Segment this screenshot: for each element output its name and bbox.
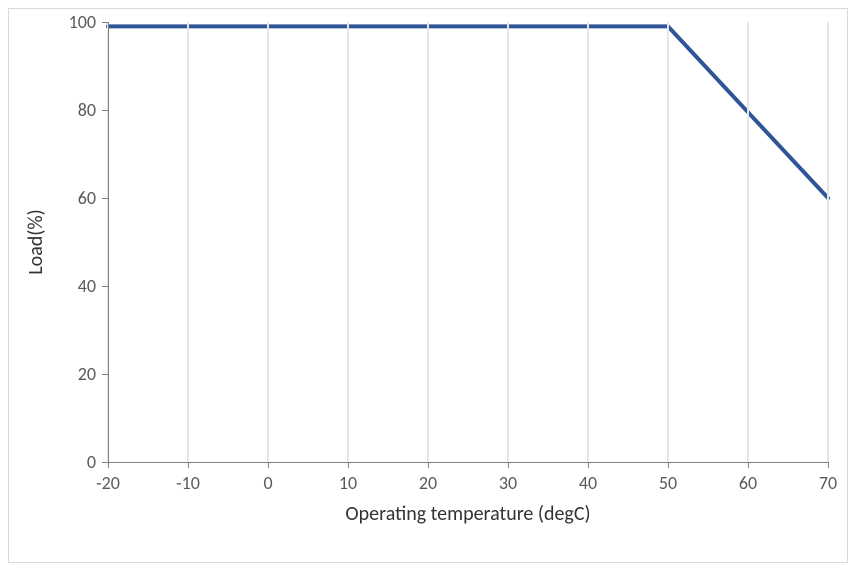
x-tick-label: 60: [739, 472, 757, 494]
gridline-vertical: [507, 22, 509, 462]
x-tick-label: 40: [579, 472, 597, 494]
y-tick-label: 20: [78, 363, 96, 385]
gridline-vertical: [347, 22, 349, 462]
gridline-vertical: [747, 22, 749, 462]
y-axis-title: Load(%): [24, 209, 48, 274]
gridline-vertical: [187, 22, 189, 462]
y-tick-label: 40: [78, 275, 96, 297]
x-axis-title: Operating temperature (degC): [345, 502, 590, 526]
line-series: [108, 22, 828, 462]
x-tick-label: 30: [499, 472, 517, 494]
x-tick-label: -20: [96, 472, 120, 494]
gridline-vertical: [587, 22, 589, 462]
x-tick-label: 10: [339, 472, 357, 494]
plot-area: [108, 22, 828, 462]
x-tick-label: 0: [263, 472, 272, 494]
chart-container: Load(%) Operating temperature (degC) -20…: [0, 0, 856, 571]
y-tick-label: 60: [78, 187, 96, 209]
x-tick-label: 50: [659, 472, 677, 494]
x-tick-label: 70: [819, 472, 837, 494]
y-tick-label: 0: [87, 451, 96, 473]
x-axis-line: [108, 462, 828, 463]
x-tick-label: -10: [176, 472, 200, 494]
x-tick-label: 20: [419, 472, 437, 494]
gridline-vertical: [667, 22, 669, 462]
gridline-vertical: [827, 22, 829, 462]
data-line: [108, 26, 828, 198]
y-tick-label: 80: [78, 99, 96, 121]
y-tick-label: 100: [69, 11, 96, 33]
y-axis-line: [108, 22, 109, 462]
gridline-vertical: [427, 22, 429, 462]
gridline-vertical: [267, 22, 269, 462]
x-tick: [828, 462, 829, 468]
